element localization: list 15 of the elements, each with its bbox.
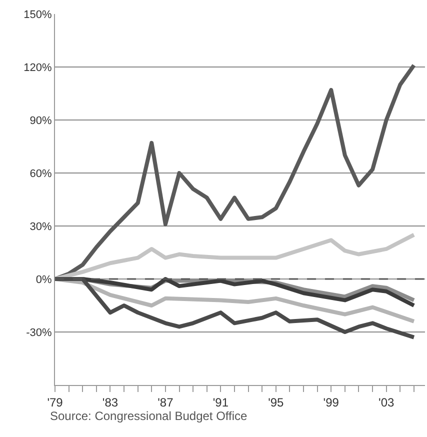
source-note: Source: Congressional Budget Office <box>50 409 248 423</box>
x-tick-label: '79 <box>47 395 64 410</box>
y-tick-label: 30% <box>30 220 52 233</box>
x-tick-label: '87 <box>158 395 174 410</box>
y-tick-label: 0% <box>36 274 52 286</box>
x-tick-label: '03 <box>378 395 394 410</box>
x-tick-label: '91 <box>212 395 229 410</box>
y-tick-label: 120% <box>24 62 52 74</box>
x-tick-label: '83 <box>102 395 118 410</box>
x-tick-label: '95 <box>268 395 284 410</box>
y-tick-label: 90% <box>30 114 52 127</box>
y-tick-label: 60% <box>30 168 52 180</box>
x-tick-label: '99 <box>323 395 340 410</box>
y-tick-label: 150% <box>24 8 52 21</box>
y-tick-label: -30% <box>26 326 52 339</box>
